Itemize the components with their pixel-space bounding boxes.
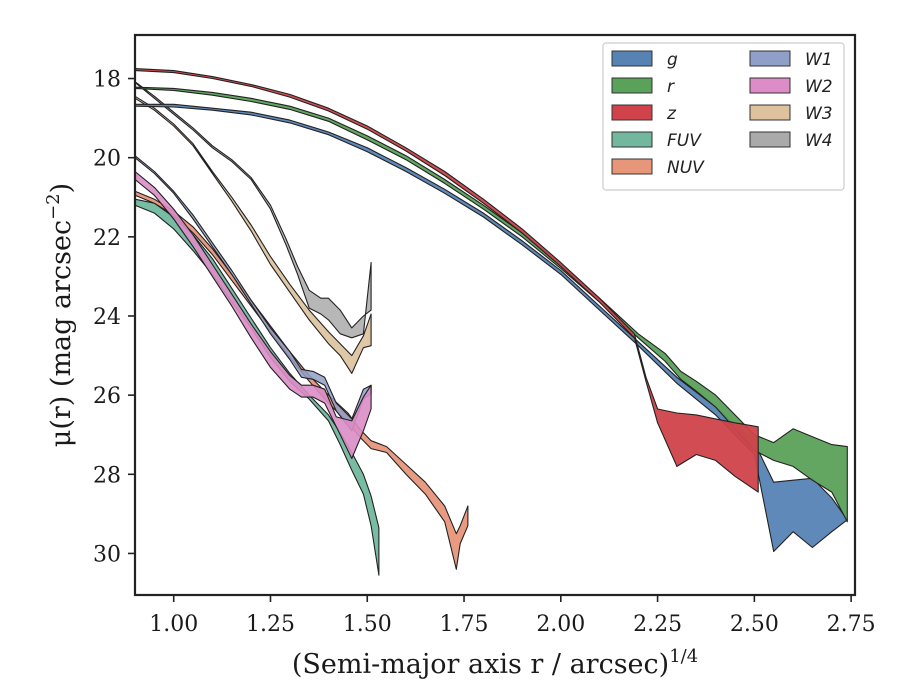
- x-tick-label: 1.00: [149, 612, 198, 637]
- band-layer: [134, 68, 848, 576]
- legend-swatch-r: [611, 77, 653, 94]
- legend-swatch-w1: [749, 50, 791, 67]
- y-tick-label: 18: [93, 68, 121, 93]
- x-tick-label: 1.25: [246, 612, 295, 637]
- x-tick-label: 2.75: [827, 612, 876, 637]
- legend-label-g: g: [667, 50, 678, 70]
- band-z: [134, 68, 759, 493]
- legend-label-w2: W2: [805, 77, 833, 97]
- legend-label-w4: W4: [805, 131, 833, 151]
- band-w3: [134, 95, 372, 374]
- y-tick-label: 28: [93, 463, 121, 488]
- legend-swatch-w4: [749, 131, 791, 148]
- band-w2: [134, 170, 372, 460]
- y-tick-label: 24: [93, 305, 121, 330]
- x-axis-ticks: 1.00 1.25 1.50 1.75 2.00 2.25 2.50 2.75: [149, 595, 876, 637]
- legend-label-nuv: NUV: [667, 158, 705, 178]
- legend: grz FUV NUV W1 W2 W3 W4: [602, 42, 845, 191]
- y-tick-label: 26: [93, 384, 121, 409]
- legend-swatch-w3: [749, 104, 791, 121]
- x-tick-label: 2.50: [730, 612, 779, 637]
- y-tick-label: 20: [93, 147, 121, 172]
- legend-label-fuv: FUV: [667, 131, 702, 151]
- y-axis-label: μ(r) (mag arcsec−2): [43, 183, 77, 447]
- legend-label-w3: W3: [805, 104, 833, 124]
- x-tick-label: 2.25: [633, 612, 682, 637]
- plot-frame: [133, 33, 857, 597]
- x-axis-label: (Semi-major axis r / arcsec)1/4: [292, 646, 698, 680]
- legend-label-z: z: [666, 104, 677, 124]
- legend-label-w1: W1: [805, 50, 833, 70]
- band-w4: [134, 81, 372, 339]
- band-nuv: [134, 190, 469, 570]
- band-g: [134, 103, 848, 553]
- legend-swatch-z: [611, 104, 653, 121]
- y-axis-ticks: 18 20 22 24 26 28 30: [93, 68, 135, 567]
- legend-swatch-g: [611, 50, 653, 67]
- legend-swatch-fuv: [611, 131, 653, 148]
- legend-label-r: r: [667, 77, 675, 97]
- legend-swatch-nuv: [611, 158, 653, 175]
- x-tick-label: 2.00: [536, 612, 585, 637]
- y-tick-label: 30: [93, 542, 121, 567]
- y-tick-label: 22: [93, 226, 121, 251]
- legend-swatch-w2: [749, 77, 791, 94]
- x-tick-label: 1.75: [440, 612, 489, 637]
- band-r: [134, 86, 848, 523]
- x-tick-label: 1.50: [343, 612, 392, 637]
